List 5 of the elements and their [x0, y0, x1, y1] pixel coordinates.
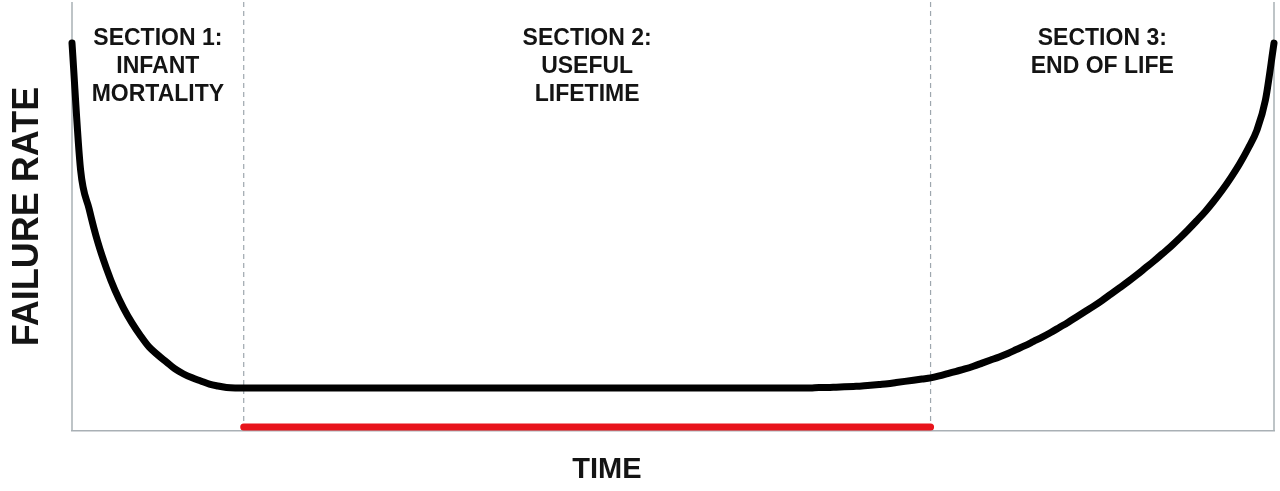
y-axis-title: FAILURE RATE: [4, 86, 46, 347]
annotation: SECTION 3: END OF LIFE: [1030, 24, 1174, 78]
annotation: SECTION 1: INFANT MORTALITY: [91, 24, 225, 106]
x-axis-title: TIME: [572, 452, 642, 484]
annotation: SECTION 2: USEFUL LIFETIME: [522, 24, 652, 106]
